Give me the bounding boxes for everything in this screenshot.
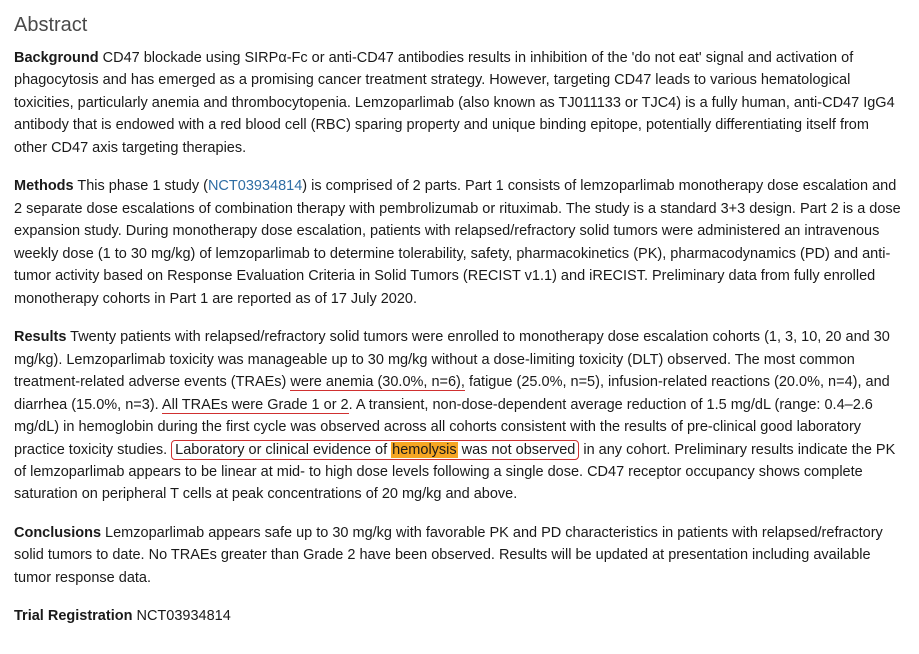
hemolysis-highlight: hemolysis [391,442,457,458]
background-text: CD47 blockade using SIRPα-Fc or anti-CD4… [14,50,895,156]
results-label: Results [14,329,66,345]
box-post: was not observed [458,442,576,458]
methods-paragraph: Methods This phase 1 study (NCT03934814)… [14,175,905,310]
background-label: Background [14,50,99,66]
trial-registration-label: Trial Registration [14,608,132,624]
trial-registration-paragraph: Trial Registration NCT03934814 [14,605,905,627]
conclusions-text: Lemzoparlimab appears safe up to 30 mg/k… [14,525,883,586]
background-paragraph: Background CD47 blockade using SIRPα-Fc … [14,47,905,159]
conclusions-paragraph: Conclusions Lemzoparlimab appears safe u… [14,522,905,589]
box-pre: Laboratory or clinical evidence of [175,442,391,458]
conclusions-label: Conclusions [14,525,101,541]
methods-post-link: ) is comprised of 2 parts. Part 1 consis… [14,178,901,306]
trial-link[interactable]: NCT03934814 [208,178,302,194]
results-boxed-hemolysis: Laboratory or clinical evidence of hemol… [171,440,579,460]
results-underline-anemia: were anemia (30.0%, n=6), [290,374,465,391]
trial-registration-text: NCT03934814 [132,608,230,624]
results-underline-grade: All TRAEs were Grade 1 or 2 [162,397,349,414]
results-paragraph: Results Twenty patients with relapsed/re… [14,326,905,506]
methods-pre-link: This phase 1 study ( [74,178,208,194]
abstract-heading: Abstract [14,10,905,41]
methods-label: Methods [14,178,74,194]
